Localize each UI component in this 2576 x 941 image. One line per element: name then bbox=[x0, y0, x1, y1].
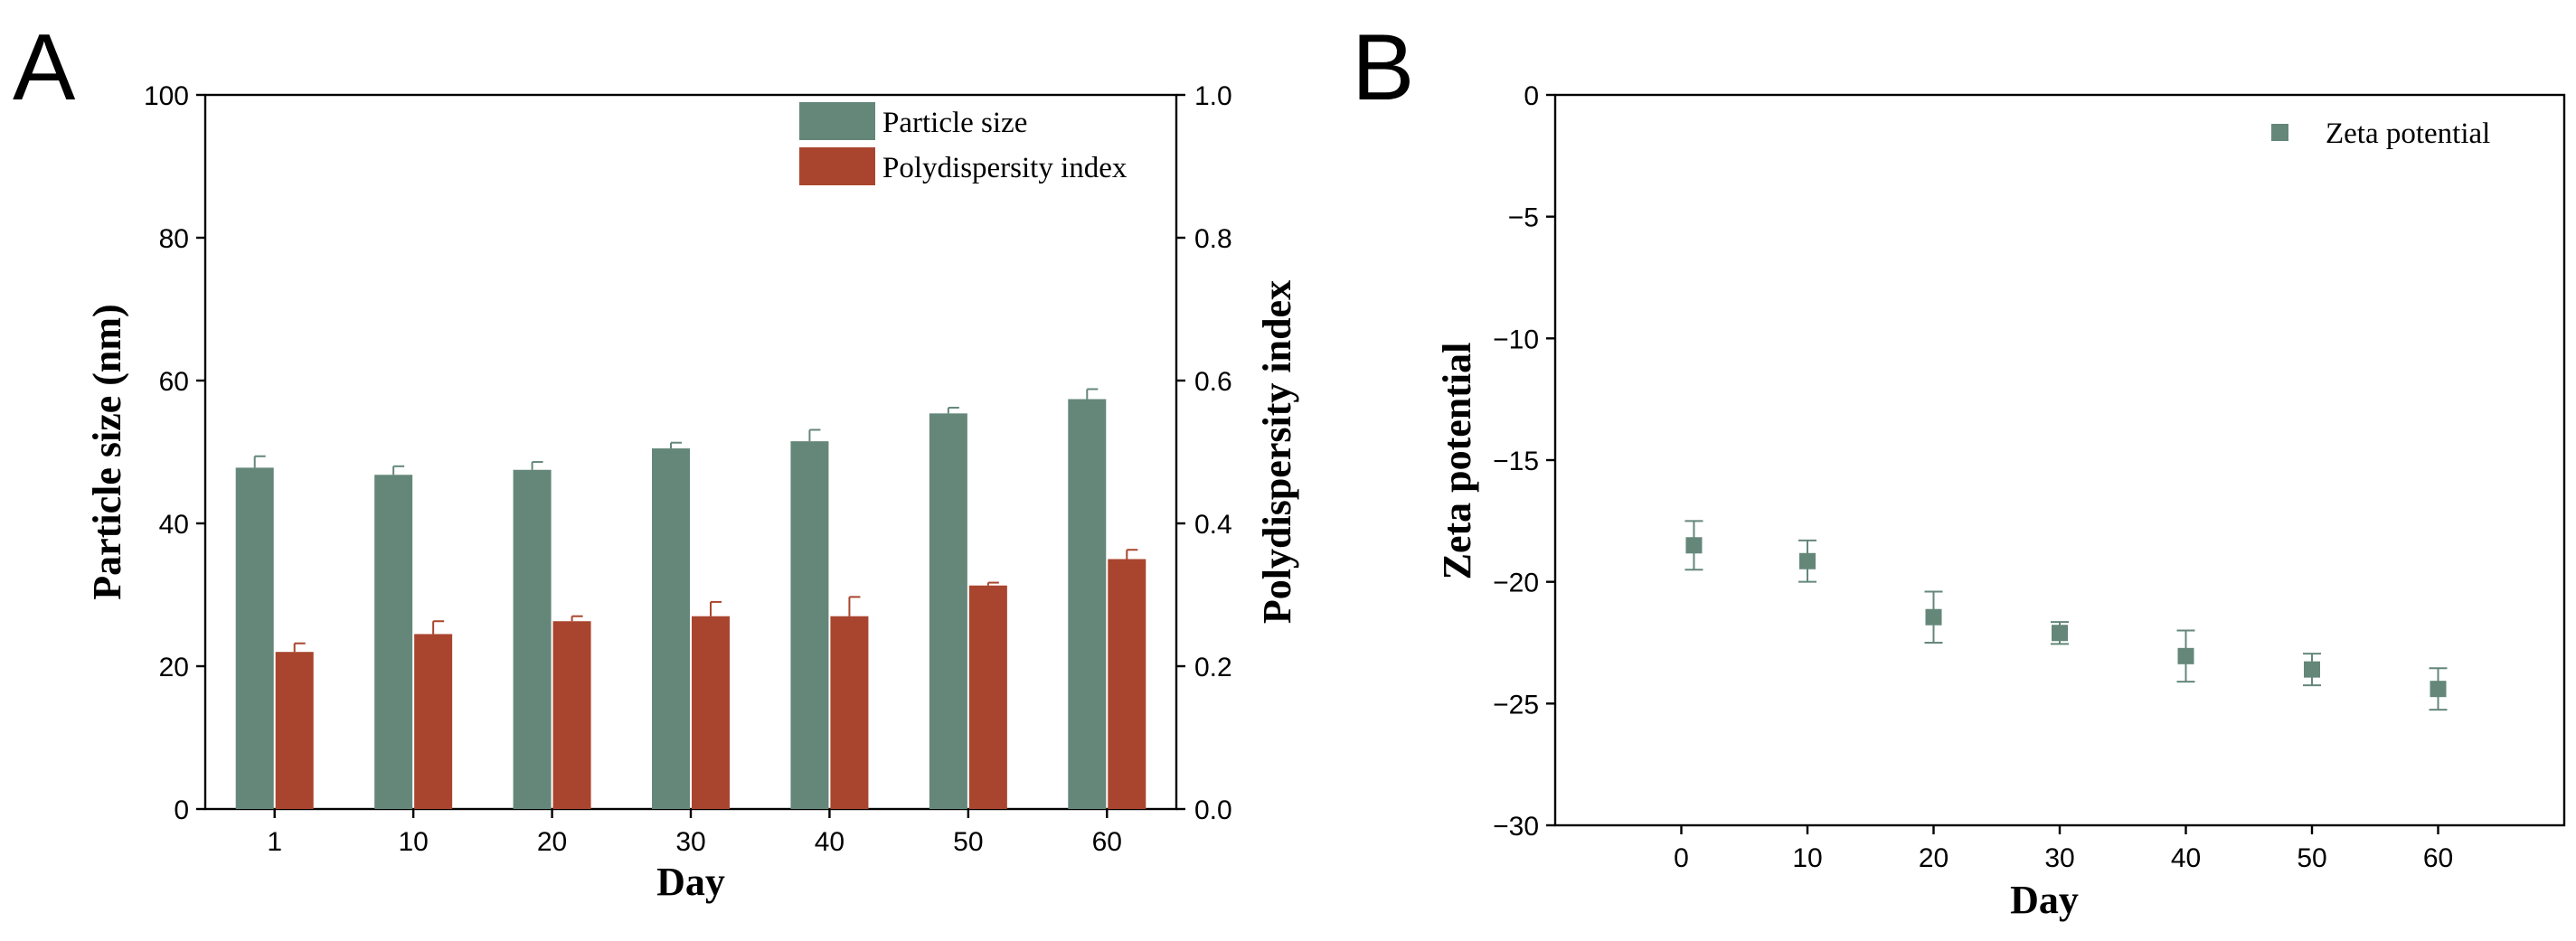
panel-b-chart: B 0 10 20 30 40 50 60 0 −5 −10 −15 −20 −25 −30 Day Ze… bbox=[1352, 15, 2566, 922]
y-tick-label: 100 bbox=[144, 81, 189, 111]
panel-b-plot-frame bbox=[1553, 93, 2566, 827]
y-tick-label: 80 bbox=[159, 224, 189, 254]
panel-b-ticks: 0 10 20 30 40 50 60 0 −5 −10 −15 −20 −25 −30 bbox=[1493, 81, 2453, 873]
bar-particle-size bbox=[1068, 399, 1107, 809]
bar-particle-size bbox=[513, 469, 552, 809]
x-tick-label: 30 bbox=[2044, 843, 2074, 873]
y-tick-label: 40 bbox=[159, 510, 189, 540]
y2-tick-label: 1.0 bbox=[1194, 81, 1232, 111]
legend-label-zeta-potential: Zeta potential bbox=[2326, 118, 2490, 150]
y-tick-label: 0 bbox=[1524, 81, 1539, 111]
legend-label-pdi: Polydispersity index bbox=[882, 152, 1128, 184]
bar-particle-size bbox=[652, 448, 690, 809]
bar-pdi bbox=[968, 585, 1007, 809]
y-tick-label: −25 bbox=[1493, 690, 1539, 720]
y2-tick-label: 0.2 bbox=[1194, 653, 1232, 682]
panel-a-chart: A 1 10 20 30 40 50 60 0 20 40 60 80 100 0.0 0.2 0.4 0.6 0… bbox=[13, 15, 1299, 904]
x-tick-label: 30 bbox=[675, 827, 705, 857]
bar-particle-size bbox=[374, 475, 413, 809]
x-tick-label: 60 bbox=[2423, 843, 2453, 873]
y-tick-label: 20 bbox=[159, 653, 189, 682]
point-zeta-potential bbox=[1685, 537, 1703, 554]
panel-b-x-axis-title: Day bbox=[2010, 878, 2079, 922]
panel-a-y-axis-title: Particle size (nm) bbox=[85, 304, 129, 599]
y-tick-label: −5 bbox=[1508, 203, 1539, 233]
bar-pdi bbox=[830, 616, 869, 809]
panel-b-points bbox=[1684, 520, 2448, 711]
y-tick-label: −10 bbox=[1493, 325, 1539, 354]
x-tick-label: 1 bbox=[267, 827, 282, 857]
legend-swatch-particle-size bbox=[799, 102, 875, 140]
x-tick-label: 40 bbox=[815, 827, 845, 857]
panel-a-label: A bbox=[13, 15, 76, 120]
x-tick-label: 20 bbox=[1919, 843, 1949, 873]
bar-pdi bbox=[692, 616, 730, 809]
point-zeta-potential bbox=[1799, 552, 1816, 569]
panel-b-label: B bbox=[1352, 15, 1414, 120]
point-zeta-potential bbox=[2177, 647, 2194, 664]
bar-pdi bbox=[414, 634, 453, 809]
x-tick-label: 0 bbox=[1674, 843, 1689, 873]
panel-a-legend: Particle size Polydispersity index bbox=[799, 102, 1128, 185]
bar-pdi bbox=[1108, 559, 1146, 809]
y2-tick-label: 0.0 bbox=[1194, 795, 1232, 825]
point-zeta-potential bbox=[2052, 625, 2068, 642]
bar-particle-size bbox=[790, 441, 829, 809]
legend-label-particle-size: Particle size bbox=[882, 107, 1027, 139]
panel-a-y2-axis-title: Polydispersity index bbox=[1255, 280, 1299, 624]
x-tick-label: 50 bbox=[2297, 843, 2326, 873]
bar-particle-size bbox=[235, 467, 274, 809]
panel-a-plot-frame bbox=[203, 93, 1178, 811]
x-tick-label: 40 bbox=[2171, 843, 2201, 873]
y2-tick-label: 0.4 bbox=[1194, 510, 1232, 540]
panel-a-ticks: 1 10 20 30 40 50 60 0 20 40 60 80 100 0.0 0.2 0.4 0.6 0.8… bbox=[144, 81, 1232, 857]
x-tick-label: 20 bbox=[537, 827, 567, 857]
y-tick-label: 0 bbox=[174, 795, 189, 825]
x-tick-label: 60 bbox=[1092, 827, 1122, 857]
panel-a-bars bbox=[235, 388, 1146, 809]
x-tick-label: 50 bbox=[953, 827, 983, 857]
y2-tick-label: 0.6 bbox=[1194, 367, 1232, 397]
panel-a-x-axis-title: Day bbox=[656, 860, 725, 904]
point-zeta-potential bbox=[2430, 681, 2447, 698]
bar-particle-size bbox=[929, 413, 967, 809]
panel-b-y-axis-title: Zeta potential bbox=[1435, 343, 1479, 580]
point-zeta-potential bbox=[2304, 661, 2320, 678]
y-tick-label: −20 bbox=[1493, 569, 1539, 598]
legend-swatch-pdi bbox=[799, 147, 875, 185]
x-tick-label: 10 bbox=[398, 827, 428, 857]
bar-pdi bbox=[552, 621, 591, 809]
x-tick-label: 10 bbox=[1792, 843, 1822, 873]
legend-marker-zeta-potential bbox=[2271, 124, 2288, 141]
y-tick-label: 60 bbox=[159, 367, 189, 397]
y-tick-label: −15 bbox=[1493, 447, 1539, 476]
bar-pdi bbox=[275, 652, 314, 809]
y2-tick-label: 0.8 bbox=[1194, 224, 1232, 254]
point-zeta-potential bbox=[1925, 608, 1942, 626]
y-tick-label: −30 bbox=[1493, 812, 1539, 842]
panel-b-legend: Zeta potential bbox=[2271, 118, 2490, 150]
